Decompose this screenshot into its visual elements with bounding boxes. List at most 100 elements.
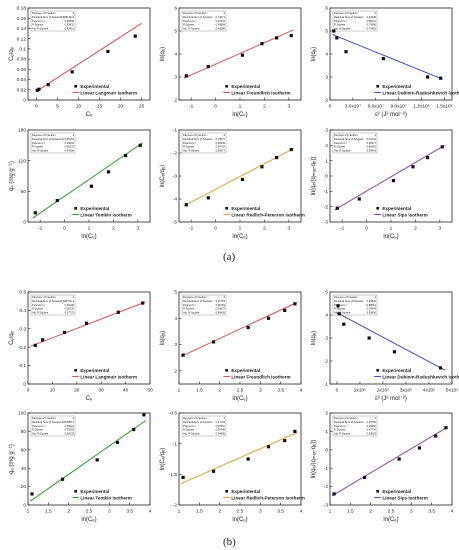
data-point — [426, 156, 430, 160]
y-tick-label: 2 — [325, 359, 328, 365]
data-point — [332, 492, 336, 496]
data-point — [283, 439, 287, 443]
x-tick-label: 6.0x10⁷ — [368, 104, 384, 110]
data-point — [211, 340, 216, 344]
x-tick-label: 2 — [263, 226, 266, 232]
stat-name: R-Square — [183, 145, 195, 149]
x-tick-label: 2.5 — [237, 388, 244, 394]
stat-name: R-Square — [32, 307, 44, 311]
x-axis-label: ln(Cₑ) — [232, 517, 247, 523]
stats-box — [30, 415, 76, 437]
stat-value: 0.97666 — [65, 148, 75, 152]
data-point — [240, 53, 245, 57]
legend-marker — [376, 207, 379, 210]
stat-name: Degrees of Freedom — [334, 11, 358, 15]
data-point — [342, 322, 346, 326]
stat-name: Adj. R-Square — [183, 26, 200, 30]
legend-marker-label: Experimental — [80, 489, 109, 494]
y-axis-label: qₑ (mg g⁻¹) — [9, 444, 15, 474]
y-tick-label: 0.5 — [19, 290, 26, 296]
data-point — [60, 477, 65, 481]
legend-line-label: Linear Dubinin-Radushkevich Isotherm — [382, 90, 459, 95]
stat-value: 0.98377 — [216, 148, 226, 152]
y-tick-label: -2 — [173, 151, 178, 157]
stat-value: 4 — [224, 133, 226, 137]
stats-box — [332, 415, 378, 437]
data-point — [206, 196, 210, 200]
legend-marker-label: Experimental — [231, 206, 260, 211]
stat-value: 0.99106 — [65, 303, 75, 307]
stat-value: 0.79586 — [367, 23, 377, 27]
y-tick-label: -3 — [324, 503, 329, 509]
stat-name: Pearson's r — [183, 141, 196, 145]
y-tick-label: 5 — [325, 290, 328, 296]
y-tick-label: 0.02 — [17, 87, 27, 93]
x-tick-label: 2.5 — [388, 509, 395, 515]
legend-marker-label: Experimental — [80, 206, 109, 211]
legend-marker — [225, 490, 228, 493]
y-tick-label: 6 — [325, 6, 328, 12]
y-tick-label: 5 — [174, 290, 177, 296]
data-point — [337, 312, 341, 316]
y-tick-label: 0.16 — [17, 16, 27, 22]
stat-value: 0.99955 — [367, 145, 377, 149]
data-point — [336, 304, 340, 308]
stat-value: 0.97851 — [216, 424, 226, 428]
data-point — [332, 29, 336, 33]
x-tick-label: 10 — [50, 388, 56, 394]
y-tick-label: 60 — [21, 447, 27, 453]
legend-line-label: Linear Temkin Isotherm — [80, 495, 131, 500]
legend-line-label: Linear Sips Isotherm — [382, 495, 427, 500]
data-point — [344, 50, 348, 54]
legend-marker — [74, 207, 77, 210]
stat-name: Degrees of Freedom — [32, 133, 56, 137]
stat-name: R-Square — [183, 23, 195, 27]
stat-value: 185.88017 — [62, 420, 75, 424]
legend-marker — [376, 369, 379, 372]
x-tick-label: 0 — [27, 388, 30, 394]
x-tick-label: 3 — [438, 226, 441, 232]
data-point — [115, 440, 120, 445]
data-point — [138, 143, 142, 147]
stat-name: Pearson's r — [32, 141, 45, 145]
stat-name: Degrees of Freedom — [334, 295, 358, 299]
x-tick-label: 1 — [239, 104, 242, 110]
legend-marker-label: Experimental — [382, 84, 411, 89]
legend-marker — [376, 490, 379, 493]
stats-box — [30, 132, 76, 154]
y-tick-label: 2 — [325, 411, 328, 417]
stat-value: 0.98220 — [65, 307, 75, 311]
y-tick-label: 0.06 — [17, 67, 27, 73]
x-axis-label: ε² (J² mol⁻²) — [375, 396, 407, 402]
stat-name: Degrees of Freedom — [183, 416, 207, 420]
y-tick-label: 2 — [174, 368, 177, 374]
y-tick-label: 1 — [325, 429, 328, 435]
x-tick-label: 50 — [147, 388, 153, 394]
legend-line-label: Linear Redlich-Peterson Isotherm — [231, 212, 305, 217]
y-tick-label: 0.08 — [17, 57, 27, 63]
panel-label-b: (b) — [223, 536, 236, 548]
data-point — [246, 457, 250, 461]
x-tick-label: 1 — [239, 226, 242, 232]
data-point — [95, 458, 99, 462]
data-point — [211, 469, 216, 473]
legend-marker-label: Experimental — [382, 368, 411, 373]
stat-value: 0.13071 — [216, 137, 226, 141]
x-tick-label: 20 — [118, 104, 124, 110]
stats-box — [30, 10, 76, 32]
data-point — [70, 70, 74, 74]
stat-value: 0.99724 — [367, 428, 377, 432]
stat-value: 0.97775 — [65, 310, 75, 314]
data-point — [391, 179, 396, 183]
stat-value: 174.45151 — [62, 137, 75, 141]
stats-table: Degrees of Freedom 4 Residual Sum of Squar… — [332, 294, 378, 316]
stat-name: Pearson's r — [32, 19, 45, 23]
data-point — [260, 42, 264, 46]
stat-name: Residual Sum of Squares — [32, 299, 62, 303]
y-tick-label: 5 — [174, 29, 177, 35]
stat-value: 4 — [375, 295, 377, 299]
legend-marker-label: Experimental — [231, 489, 260, 494]
